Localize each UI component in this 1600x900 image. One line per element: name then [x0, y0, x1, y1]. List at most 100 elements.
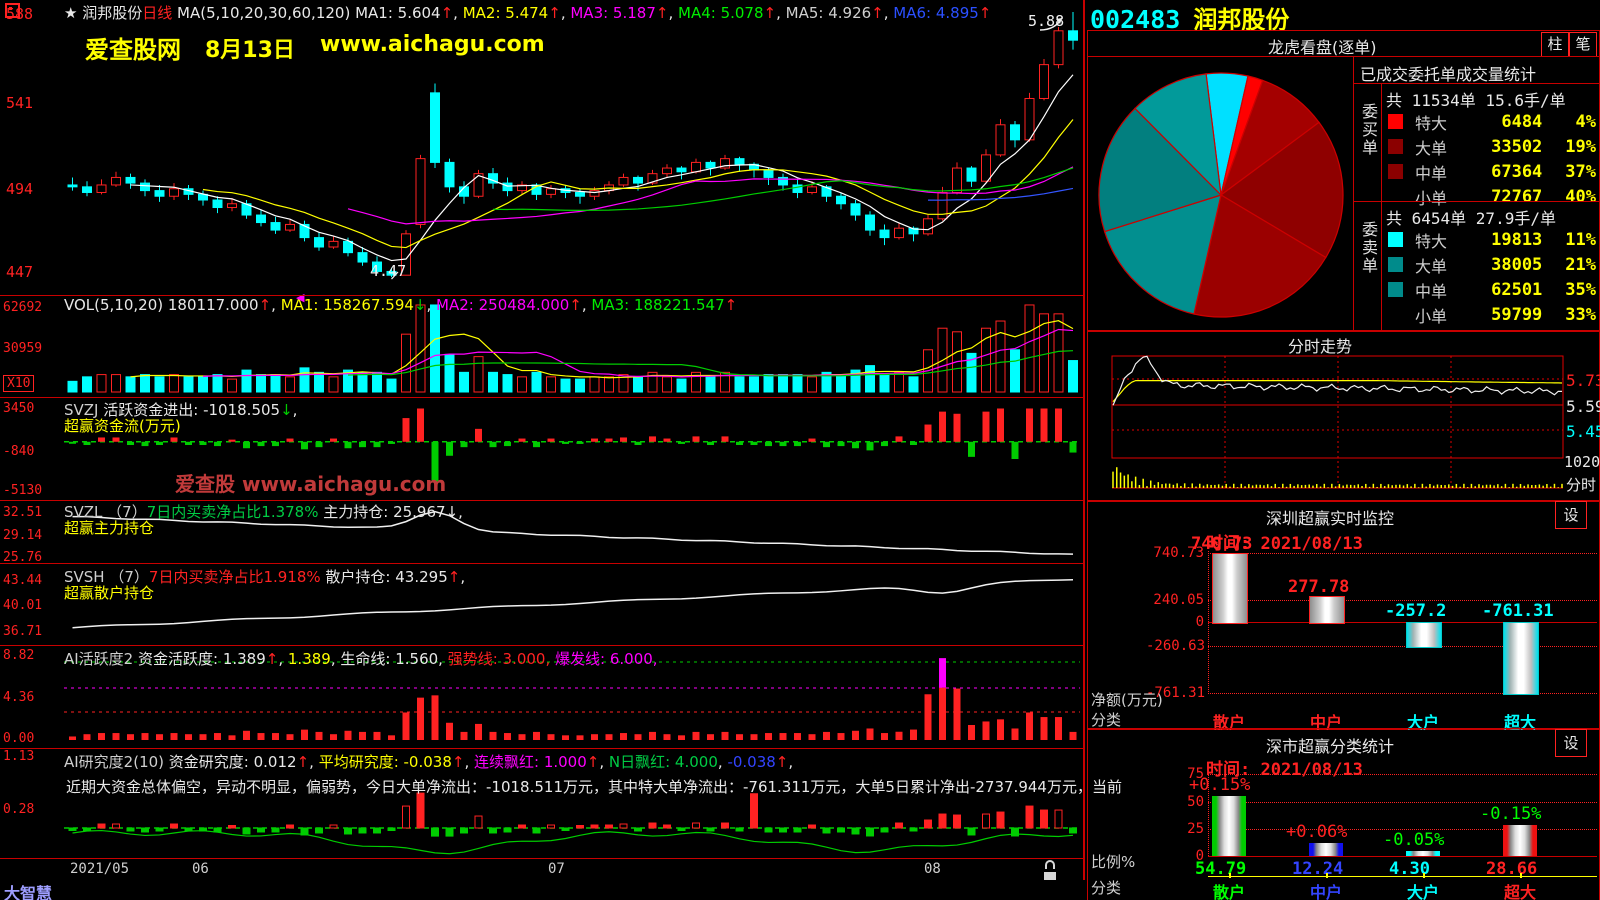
classify-bar-value: 54.79	[1195, 859, 1247, 879]
stock-name: 润邦股份	[1193, 6, 1290, 34]
taskbar-brand[interactable]: 大智慧	[4, 884, 53, 900]
header-segment: ↑	[451, 753, 465, 771]
header-segment: 日线	[142, 4, 173, 22]
monitor-y-label: 240.05	[1153, 591, 1204, 608]
kline-chart-canvas[interactable]	[0, 0, 1085, 880]
price-high-annotation: 5.88	[1028, 12, 1065, 30]
header-segment: ↑	[296, 753, 310, 771]
gridline	[1208, 552, 1597, 554]
vol-axis-label: 62692	[3, 300, 43, 315]
header-segment: N日飘红: 4.000	[608, 753, 718, 771]
gridline	[1208, 622, 1597, 623]
svzj-axis-label: 3450	[3, 401, 35, 416]
sell-order-row: 特大 19813 11%	[1388, 227, 1596, 252]
header-segment: ↑	[265, 650, 279, 668]
header-segment: 主力持仓: 25.967	[318, 503, 446, 521]
classify-category-label: 超大	[1504, 883, 1537, 900]
header-segment: MA2: 5.474	[462, 4, 549, 22]
star-icon: ★	[64, 4, 78, 22]
gridline	[1208, 801, 1597, 803]
header-segment: 爆发线: 6.000,	[555, 650, 658, 668]
watermark-url: www.aichagu.com	[320, 32, 545, 57]
classify-y-label: 25	[1187, 820, 1204, 837]
classify-panel: 深市超赢分类统计 设 时间: 2021/08/13 75 50 25 0 +0.15% 5…	[1087, 728, 1600, 900]
classify-title: 深市超赢分类统计	[1266, 737, 1395, 756]
tab-bar-mode[interactable]: 柱	[1541, 32, 1569, 57]
monitor-category-label: 中户	[1310, 713, 1343, 732]
price-axis-label: 588	[6, 5, 34, 23]
buy-order-row: 特大 6484 4%	[1388, 109, 1596, 134]
monitor-y-label: -260.63	[1146, 638, 1206, 655]
app-menu-icon[interactable]	[5, 3, 20, 18]
svzl-axis-label: 29.14	[3, 528, 43, 543]
header-segment: ↓	[445, 503, 459, 521]
classify-percent-label: +0.06%	[1286, 821, 1348, 842]
header-segment: ↑	[655, 4, 669, 22]
classify-bar-大户	[1406, 851, 1440, 856]
order-count: 38005	[1491, 254, 1543, 275]
ai2-axis-label: 0.28	[3, 802, 35, 817]
gridline	[1208, 599, 1597, 601]
gridline	[1208, 828, 1597, 830]
header-segment: ,	[776, 4, 786, 22]
classify-settings-button[interactable]: 设	[1555, 729, 1587, 757]
order-size-swatch	[1388, 307, 1403, 322]
header-segment: MA(5,10,20,30,60,120)	[172, 4, 356, 22]
order-size-swatch	[1388, 282, 1403, 297]
pie-slice	[1098, 107, 1223, 233]
header-segment: ↑	[569, 296, 582, 314]
monitor-settings-button[interactable]: 设	[1555, 501, 1587, 529]
order-size-swatch	[1388, 139, 1403, 154]
order-count: 67364	[1491, 161, 1543, 182]
sell-order-row: 中单 62501 35%	[1388, 277, 1596, 302]
header-segment: ↑	[440, 4, 454, 22]
buy-summary: 共 11534单 15.6手/单	[1386, 91, 1566, 110]
svzl-subtitle: 超赢主力持仓	[64, 519, 155, 537]
header-segment: MA3: 5.187	[570, 4, 656, 22]
monitor-time-label: 时间: 2021/08/13	[1206, 534, 1363, 554]
tiger-board-title: 龙虎看盘(逐单)	[1268, 38, 1377, 57]
monitor-bar-value: 740.73	[1191, 533, 1253, 554]
pie-slice	[1193, 194, 1327, 318]
header-segment: AI研究度2(10)	[64, 753, 169, 771]
header-segment: SVZL （7）	[64, 503, 147, 521]
intraday-chart[interactable]	[1088, 331, 1599, 501]
classify-category-label: 大户	[1407, 883, 1440, 900]
header-segment: ,	[330, 650, 341, 668]
intraday-title: 分时走势	[1288, 337, 1353, 356]
header-segment: ,	[458, 503, 463, 521]
stock-code: 002483	[1090, 5, 1181, 34]
price-axis-label: 494	[6, 180, 34, 198]
header-segment: 散户持仓: 43.295	[320, 568, 448, 586]
header-segment: ,	[668, 4, 678, 22]
classify-category-label: 中户	[1310, 883, 1343, 900]
main-chart-header: 润邦股份日线 MA(5,10,20,30,60,120) MA1: 5.604↑…	[82, 4, 991, 22]
order-percent: 21%	[1565, 254, 1596, 275]
watermark-mid: 爱查股 www.aichagu.com	[175, 472, 447, 496]
svsh-subtitle: 超赢散户持仓	[64, 584, 155, 602]
classify-bar-散户	[1212, 796, 1246, 856]
pie-slice	[1134, 73, 1222, 197]
header-segment: 连续飘红: 1.000	[474, 753, 587, 771]
header-segment: ,	[309, 753, 319, 771]
header-segment: MA1: 5.604	[355, 4, 441, 22]
svsh-axis-label: 43.44	[3, 573, 43, 588]
marker-icon: ◀	[296, 291, 305, 304]
monitor-y-label: -761.31	[1146, 684, 1206, 701]
order-size-label: 中单	[1415, 163, 1448, 183]
order-size-swatch	[1388, 257, 1403, 272]
tab-tick-mode[interactable]: 笔	[1569, 32, 1597, 57]
intraday-mode-label: 分时	[1566, 476, 1597, 494]
buy-order-row: 大单 33502 19%	[1388, 134, 1596, 159]
header-segment: 180117.000	[167, 296, 259, 314]
header-segment: AI活跃度2	[64, 650, 138, 668]
order-percent: 37%	[1565, 161, 1596, 182]
intraday-price-low: 5.45	[1566, 422, 1600, 441]
header-segment: 资金研究度: 0.012	[168, 753, 297, 771]
order-percent: 4%	[1575, 111, 1596, 132]
svsh-axis-label: 40.01	[3, 598, 43, 613]
order-flow-pie-chart	[1098, 72, 1344, 318]
classify-y-label: 0	[1195, 848, 1204, 864]
buy-order-row: 中单 67364 37%	[1388, 159, 1596, 184]
ai-research-panel-header: AI研究度2(10) 资金研究度: 0.012↑, 平均研究度: -0.038↑…	[64, 753, 793, 771]
